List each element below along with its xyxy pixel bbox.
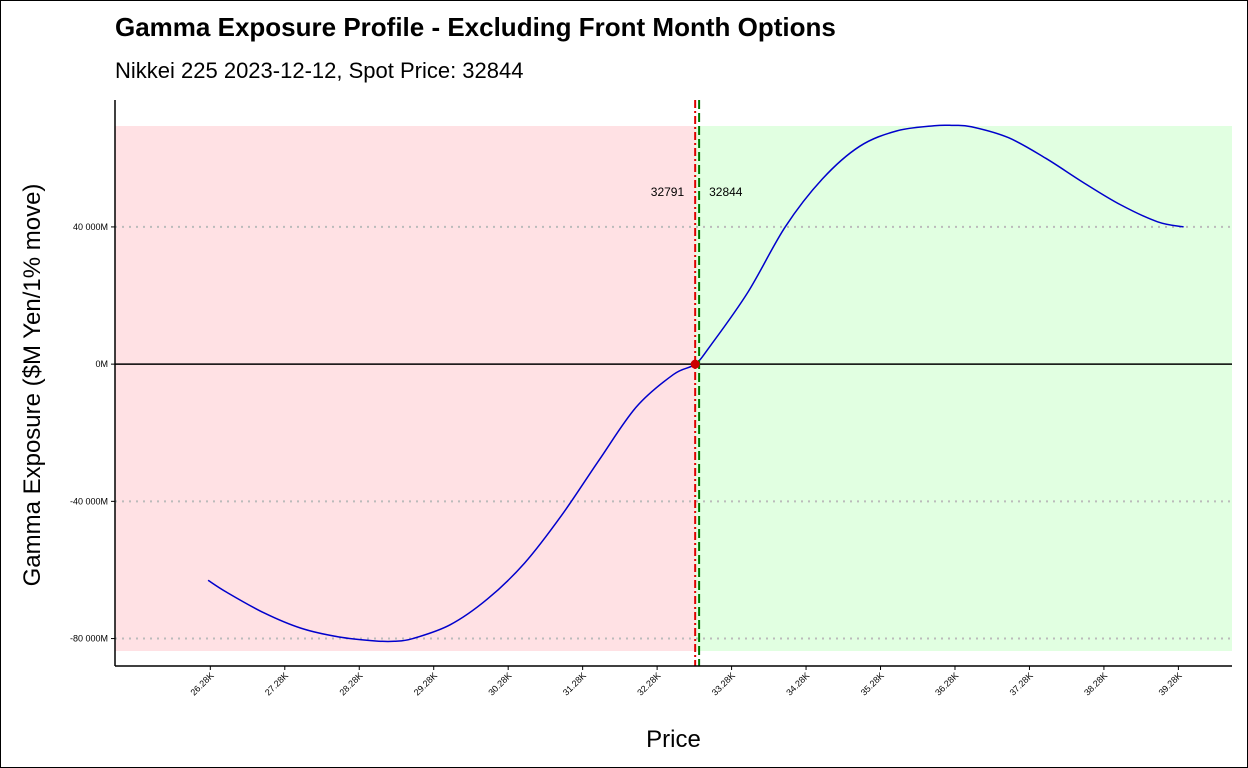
y-axis-ticks: -80 000M -40 000M 0M 40 000M [70, 222, 115, 644]
chart-subtitle: Nikkei 225 2023-12-12, Spot Price: 32844 [115, 58, 524, 83]
x-tick-label: 27.28K [263, 670, 290, 697]
x-tick-label: 37.28K [1008, 670, 1035, 697]
y-tick-label: 40 000M [73, 222, 108, 232]
x-tick-label: 35.28K [859, 670, 886, 697]
x-tick-label: 31.28K [561, 670, 588, 697]
x-tick-label: 36.28K [933, 670, 960, 697]
x-axis-ticks: 26.28K 27.28K 28.28K 29.28K 30.28K 31.28K 32.2… [188, 666, 1184, 698]
y-axis-title: Gamma Exposure ($M Yen/1% move) [19, 184, 46, 587]
x-tick-label: 34.28K [784, 670, 811, 697]
spot-price-label: 32844 [709, 185, 743, 199]
x-tick-label: 38.28K [1082, 670, 1109, 697]
x-tick-label: 39.28K [1157, 670, 1184, 697]
x-tick-label: 30.28K [486, 670, 513, 697]
x-tick-label: 26.28K [188, 670, 215, 697]
y-tick-label: 0M [95, 359, 108, 369]
x-tick-label: 32.28K [635, 670, 662, 697]
x-tick-label: 33.28K [710, 670, 737, 697]
x-tick-label: 28.28K [337, 670, 364, 697]
negative-gamma-region [115, 126, 696, 651]
x-axis-title: Price [646, 726, 701, 753]
y-tick-label: -80 000M [70, 634, 108, 644]
zero-gamma-label: 32791 [651, 185, 685, 199]
chart-title: Gamma Exposure Profile - Excluding Front… [115, 12, 836, 42]
x-tick-label: 29.28K [412, 670, 439, 697]
y-tick-label: -40 000M [70, 496, 108, 506]
positive-gamma-region [695, 126, 1232, 651]
zero-gamma-point [690, 359, 700, 369]
